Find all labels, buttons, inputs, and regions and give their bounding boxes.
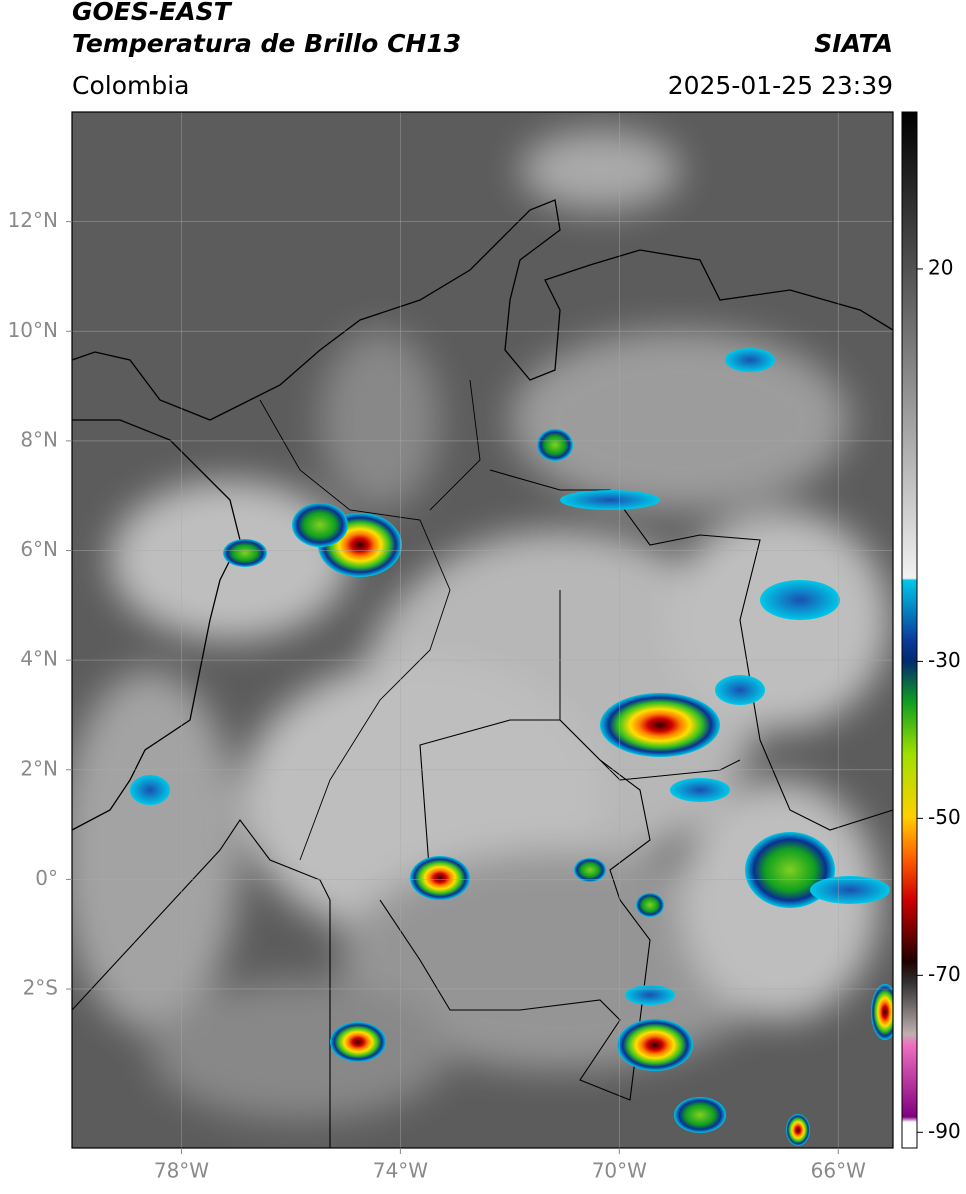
y-tick-label: 4°N bbox=[20, 647, 58, 671]
x-tick-label: 74°W bbox=[373, 1159, 428, 1183]
title: GOES-EAST bbox=[72, 0, 233, 26]
colorbar-tick-label: -50 bbox=[928, 805, 961, 829]
map-frame bbox=[71, 111, 894, 1149]
y-tick-label: 2°N bbox=[20, 756, 58, 780]
y-tick-label: 12°N bbox=[8, 208, 58, 232]
subtitle: Temperatura de Brillo CH13 bbox=[72, 29, 461, 58]
region: Colombia bbox=[72, 71, 189, 100]
colorbar-tick-label: -70 bbox=[928, 962, 961, 986]
y-tick-label: 2°S bbox=[23, 976, 58, 1000]
y-tick-label: 0° bbox=[35, 866, 58, 890]
satellite-image bbox=[72, 112, 893, 1148]
colorbar-tick-label: -30 bbox=[928, 648, 961, 672]
x-tick-label: 70°W bbox=[592, 1159, 647, 1183]
colorbar-tick-label: 20 bbox=[928, 255, 953, 279]
x-tick-label: 66°W bbox=[811, 1159, 866, 1183]
y-tick-label: 8°N bbox=[20, 427, 58, 451]
colorbar bbox=[901, 111, 918, 1149]
datetime: 2025-01-25 23:39 bbox=[668, 71, 893, 100]
source: SIATA bbox=[814, 29, 893, 58]
y-tick-label: 10°N bbox=[8, 318, 58, 342]
colorbar-tick-label: -90 bbox=[928, 1119, 961, 1143]
y-tick-label: 6°N bbox=[20, 537, 58, 561]
x-tick-label: 78°W bbox=[154, 1159, 209, 1183]
